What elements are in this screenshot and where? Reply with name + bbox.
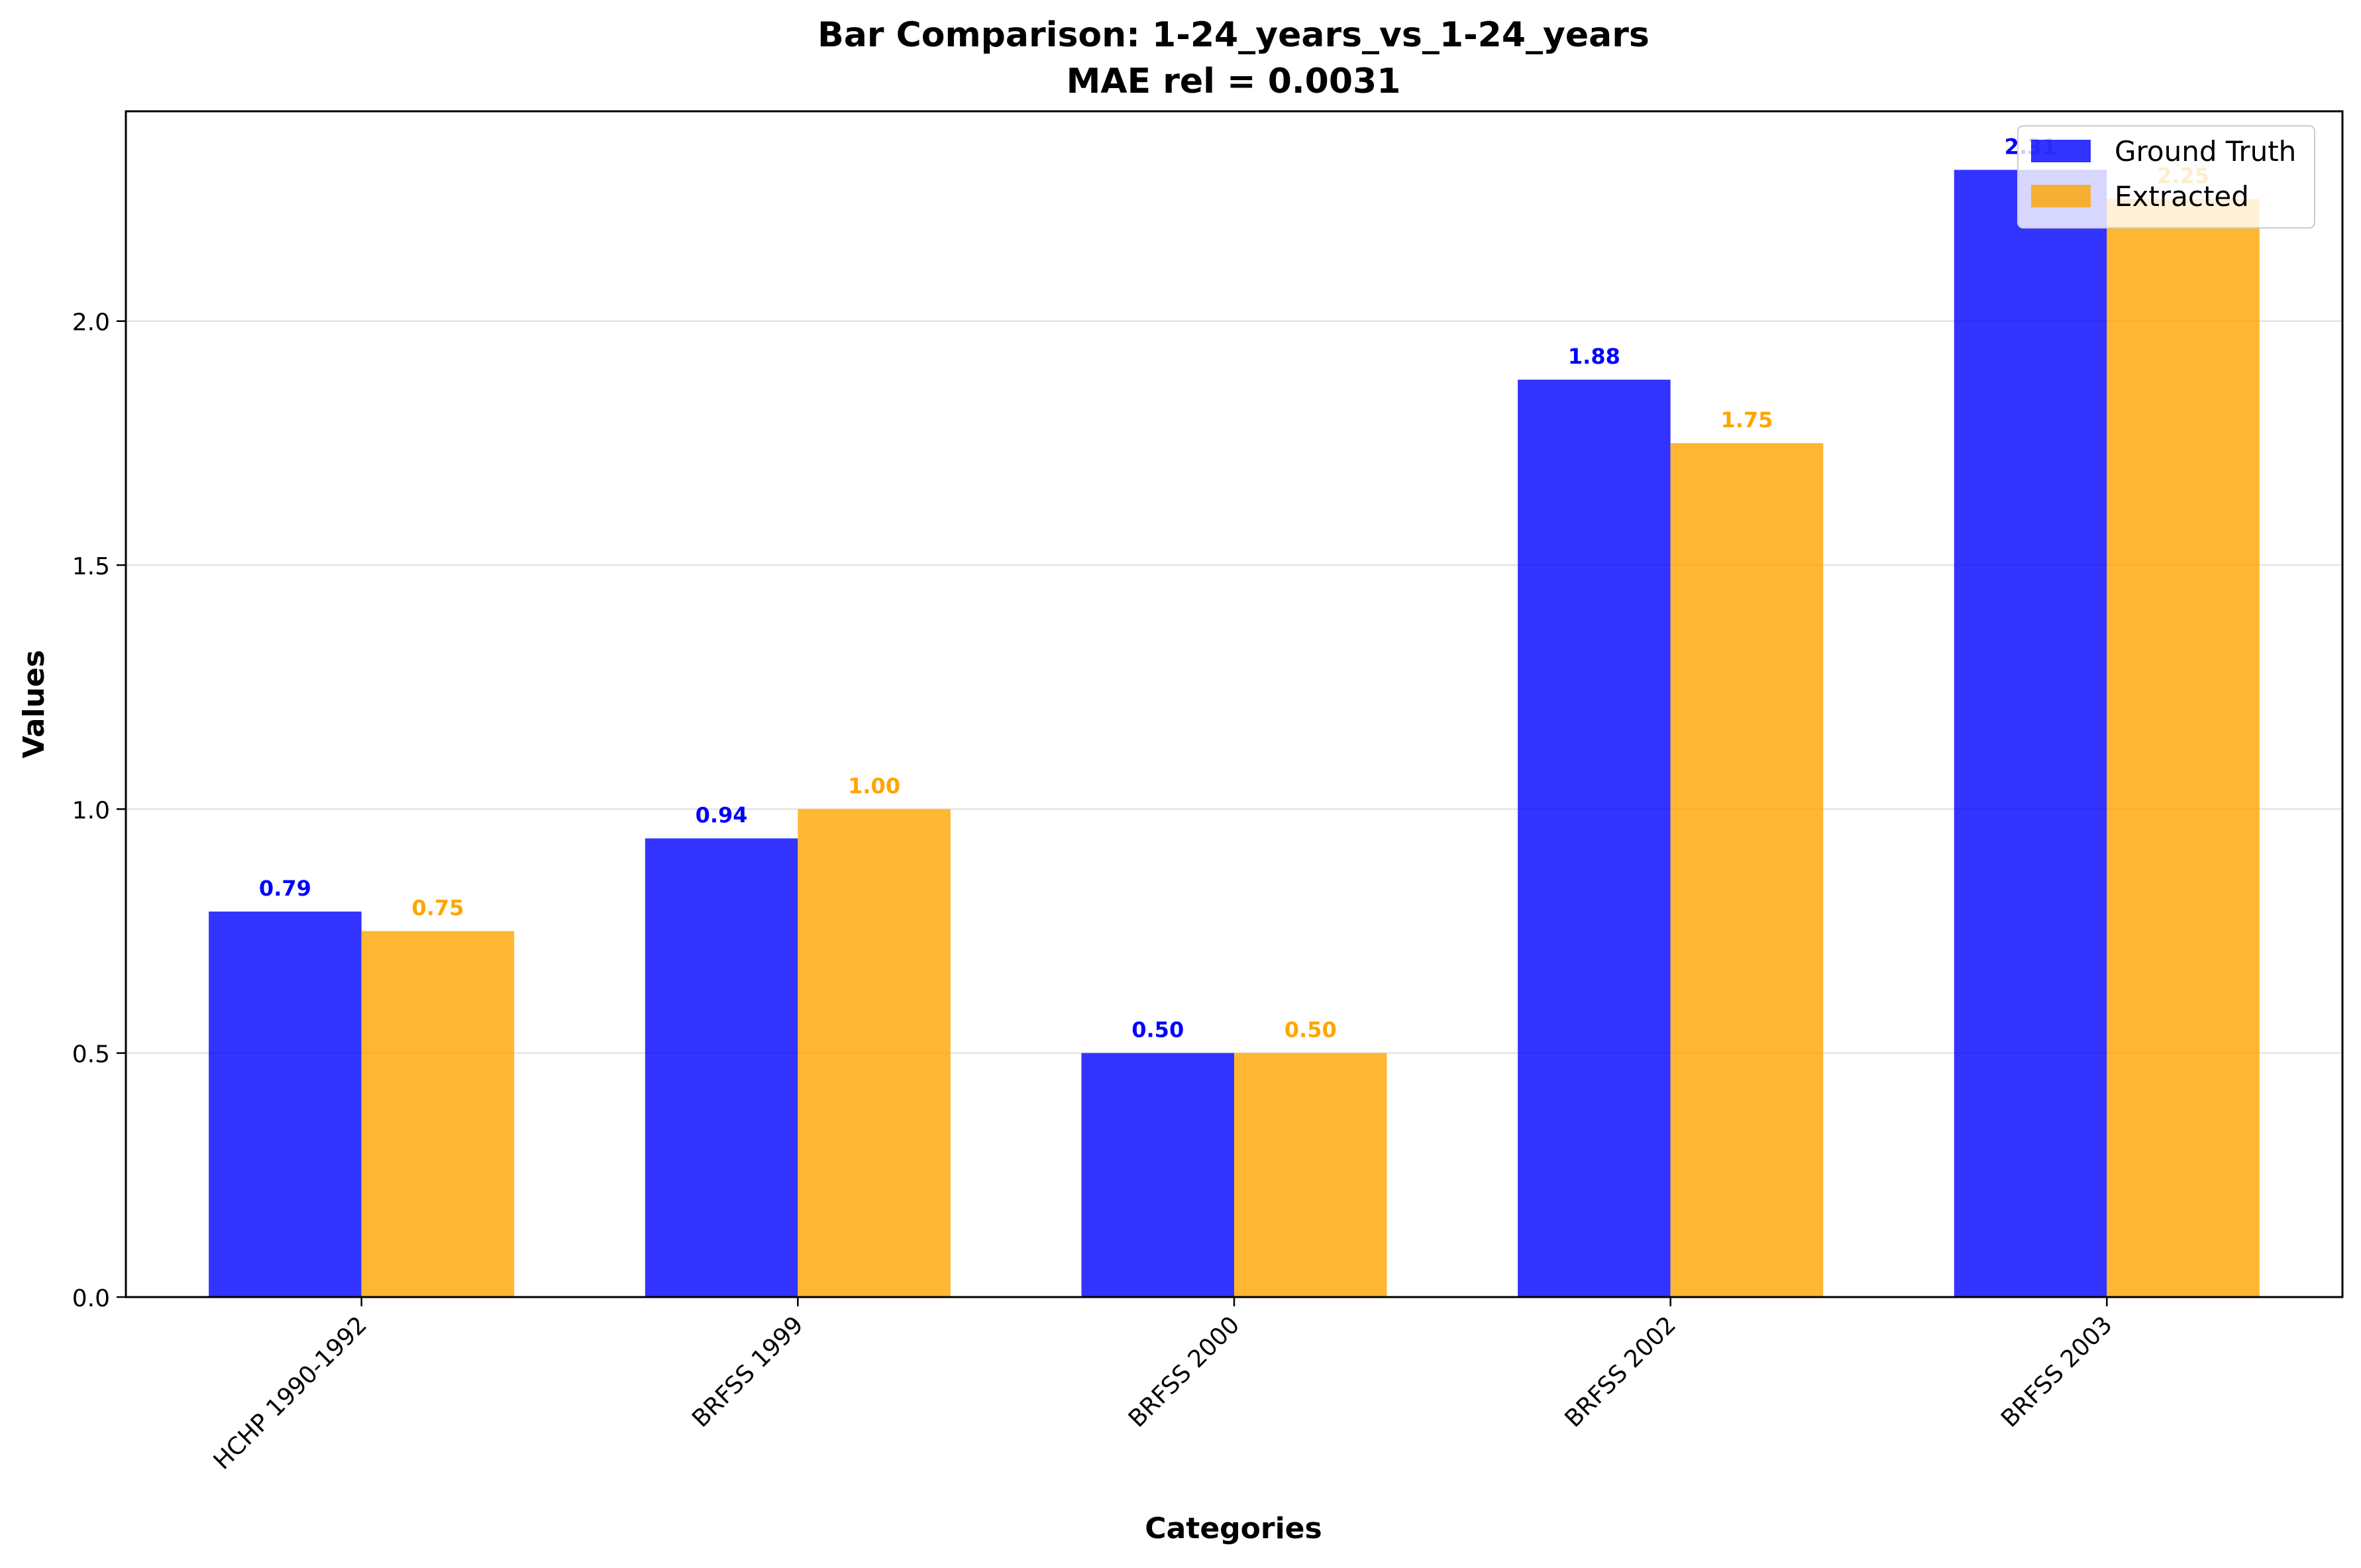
bar — [361, 931, 515, 1297]
chart-subtitle: MAE rel = 0.0031 — [1067, 62, 1401, 101]
legend-swatch-ground-truth — [2031, 140, 2091, 162]
legend: Ground Truth Extracted — [2017, 125, 2315, 229]
bar — [209, 912, 362, 1297]
bar-value-label: 0.75 — [411, 896, 464, 921]
bar — [1234, 1053, 1387, 1297]
y-tick-label: 1.0 — [72, 797, 110, 824]
y-tick-label: 1.5 — [72, 553, 110, 580]
legend-swatch-extracted — [2031, 185, 2091, 207]
chart-title: Bar Comparison: 1-24_years_vs_1-24_years — [817, 15, 1650, 55]
legend-label-extracted: Extracted — [2115, 180, 2249, 213]
bar — [2107, 199, 2260, 1298]
y-axis-label: Values — [17, 650, 51, 758]
bar — [1081, 1053, 1234, 1297]
bar — [798, 809, 951, 1297]
y-axis: 0.0 0.5 1.0 1.5 2.0 — [72, 309, 126, 1312]
legend-frame — [2017, 125, 2315, 229]
y-tick-label: 2.0 — [72, 309, 110, 337]
bars — [209, 170, 2260, 1298]
bar-value-label: 0.79 — [259, 876, 311, 901]
bar — [1518, 380, 1671, 1297]
x-axis-label: Categories — [1145, 1512, 1322, 1545]
bar-value-label: 0.50 — [1131, 1018, 1184, 1043]
bar-value-label: 0.50 — [1285, 1018, 1337, 1043]
bar — [645, 838, 798, 1297]
y-tick-label: 0.0 — [72, 1285, 110, 1312]
bar-value-label: 0.94 — [696, 803, 748, 828]
bar — [1954, 170, 2107, 1298]
y-tick-label: 0.5 — [72, 1041, 110, 1069]
bar-value-label: 1.00 — [848, 773, 900, 798]
legend-label-ground-truth: Ground Truth — [2115, 135, 2296, 168]
bar-value-label: 1.88 — [1568, 344, 1620, 369]
bar — [1670, 443, 1824, 1298]
bar-value-label: 1.75 — [1720, 407, 1773, 433]
